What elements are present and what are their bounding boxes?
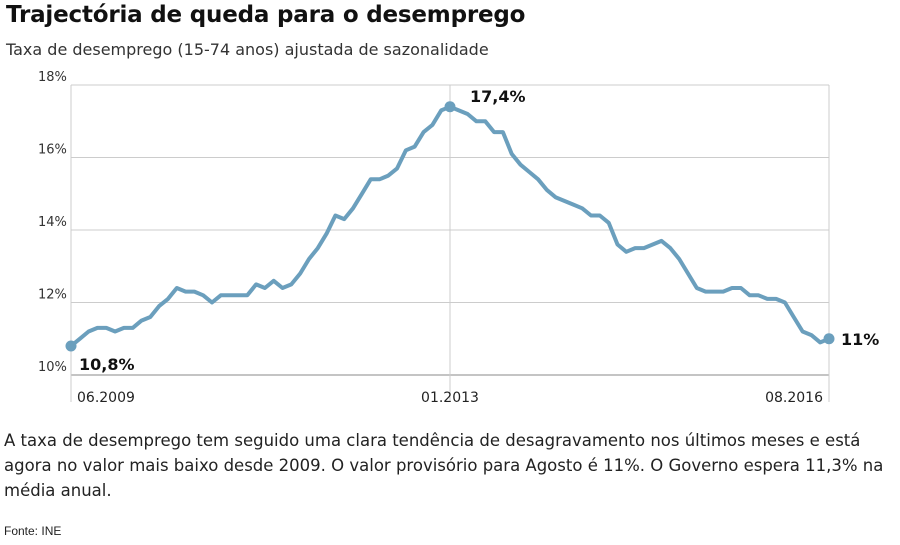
data-point-marker [65, 340, 77, 352]
data-point-label: 11% [841, 330, 879, 349]
y-tick-label: 10% [38, 360, 67, 375]
y-tick-label: 16% [38, 143, 67, 158]
y-tick-label: 18% [38, 70, 67, 85]
y-tick-label: 12% [38, 288, 67, 303]
chart-subtitle: Taxa de desemprego (15-74 anos) ajustada… [6, 40, 489, 59]
data-point-marker [444, 101, 456, 113]
data-point-marker [823, 333, 835, 345]
x-tick-label: 06.2009 [77, 390, 135, 406]
x-tick-label: 01.2013 [421, 390, 479, 406]
chart-title: Trajectória de queda para o desemprego [6, 2, 526, 28]
chart-description: A taxa de desemprego tem seguido uma cla… [4, 431, 884, 500]
line-chart: 10% 12% 14% 16% 18% 06.2009 01.2013 08.2016 10,8… [38, 70, 879, 406]
data-point-label: 10,8% [79, 355, 135, 374]
y-tick-label: 14% [38, 215, 67, 230]
source-note: Fonte: INE [4, 524, 62, 538]
data-point-label: 17,4% [470, 87, 526, 106]
x-tick-label: 08.2016 [765, 390, 823, 406]
